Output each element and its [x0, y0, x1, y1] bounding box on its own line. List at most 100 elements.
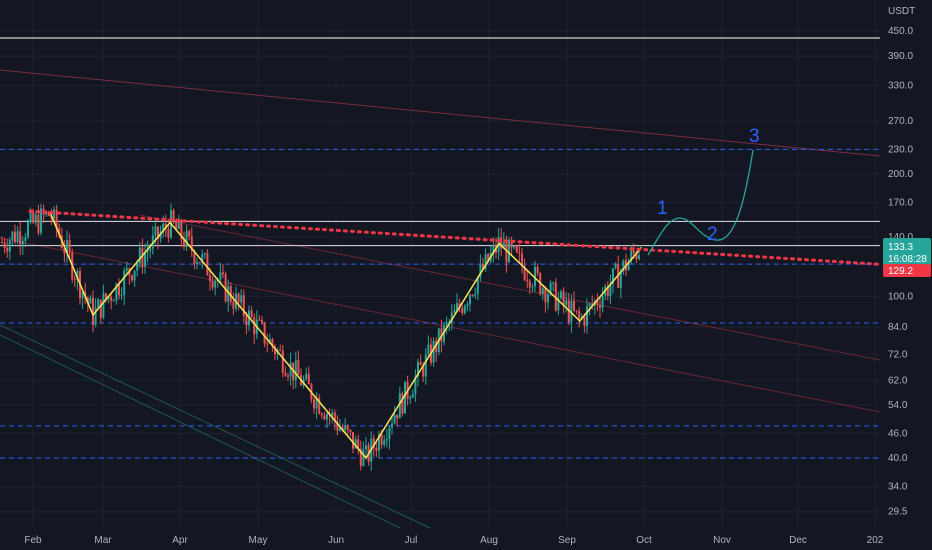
candle-body	[151, 235, 154, 249]
candle-body	[354, 439, 357, 449]
candle-body	[346, 425, 349, 430]
channel-line	[139, 214, 881, 361]
candle-body	[167, 229, 170, 238]
candle-body	[435, 340, 438, 352]
candle-body	[99, 299, 102, 318]
candle-body	[422, 365, 425, 377]
candle-body	[237, 293, 240, 303]
candle-body	[281, 350, 284, 373]
candle-body	[596, 300, 599, 306]
candle-body	[149, 248, 152, 251]
candle-body	[385, 439, 388, 441]
candle-body	[458, 303, 461, 308]
candle-body	[305, 373, 308, 380]
candle-body	[450, 312, 453, 323]
candle-body	[263, 322, 266, 344]
dotted-trendline	[28, 209, 880, 266]
candle-body	[476, 277, 479, 294]
candle-body	[635, 253, 638, 259]
candle-body	[123, 270, 126, 296]
candle-body	[68, 240, 71, 253]
time-tick-label: Aug	[480, 535, 498, 546]
candle-body	[211, 281, 214, 288]
time-axis-ticks: Feb Mar Apr May Jun Jul Aug Sep Oct Nov Dec 202	[24, 535, 883, 546]
candle-body	[224, 273, 227, 302]
time-tick-label: Apr	[172, 535, 188, 546]
candle-body	[544, 288, 547, 303]
candle-body	[339, 427, 341, 431]
candle-body	[89, 297, 92, 304]
candle-body	[242, 295, 245, 316]
candle-body	[214, 281, 217, 288]
candle-body	[599, 305, 601, 308]
candle-body	[190, 236, 193, 251]
candle-body	[375, 447, 378, 451]
candle-body	[125, 268, 128, 271]
candle-body	[8, 240, 11, 252]
candle-body	[193, 250, 196, 264]
projection-path[interactable]	[647, 149, 754, 256]
candle-body	[326, 413, 328, 420]
ma-price-tag: 129.2	[883, 264, 931, 277]
candle-body	[172, 210, 175, 222]
price-tick-label: 72.0	[888, 349, 908, 360]
wave-label-2: 2	[707, 224, 718, 245]
candle-body	[47, 211, 50, 216]
candle-body	[588, 303, 591, 307]
candle-body	[307, 373, 310, 385]
candle-body	[365, 445, 367, 450]
candle-body	[627, 261, 630, 271]
candle-body	[541, 288, 544, 294]
candle-body	[549, 282, 552, 295]
dotted-resistance-line[interactable]	[28, 209, 880, 266]
candle-body	[427, 344, 430, 355]
candle-body	[380, 434, 383, 445]
candle-body	[1, 242, 3, 244]
price-tick-label: 29.5	[888, 507, 908, 518]
candle-body	[500, 237, 503, 249]
currency-label: USDT	[888, 6, 915, 17]
candle-body	[383, 440, 386, 445]
candle-body	[492, 244, 495, 253]
wave-label-3: 3	[749, 126, 760, 147]
candle-body	[34, 214, 37, 223]
candle-body	[138, 247, 141, 264]
candle-body	[333, 412, 336, 422]
candle-body	[289, 362, 292, 377]
price-tick-label: 84.0	[888, 322, 908, 333]
candle-body	[66, 240, 68, 254]
candle-body	[419, 361, 422, 366]
candle-body	[357, 439, 360, 449]
candle-body	[222, 272, 224, 274]
price-tick-label: 230.0	[888, 144, 913, 155]
candle-body	[479, 264, 482, 278]
candle-body	[318, 397, 321, 414]
candle-body	[424, 354, 427, 377]
candle-body	[320, 413, 323, 416]
price-tick-label: 40.0	[888, 453, 908, 464]
zigzag-line[interactable]	[49, 213, 643, 460]
candle-body	[591, 303, 594, 306]
candle-body	[287, 375, 289, 377]
candle-body	[63, 248, 66, 254]
candle-body	[58, 228, 61, 236]
price-tick-label: 270.0	[888, 116, 913, 127]
candle-body	[146, 250, 149, 253]
candle-body	[141, 247, 144, 267]
candle-body	[3, 242, 6, 249]
candle-body	[414, 376, 417, 395]
last-price-value: 133.3	[888, 242, 913, 253]
candle-body	[515, 246, 518, 253]
ma-price-background	[883, 264, 931, 277]
candle-body	[521, 253, 523, 267]
candle-body	[73, 279, 76, 281]
channel-line	[0, 69, 881, 157]
candle-body	[378, 434, 380, 451]
candle-body	[372, 438, 375, 448]
candle-body	[502, 242, 505, 249]
candle-body	[55, 209, 58, 229]
last-price-background	[883, 238, 931, 266]
candle-body	[466, 304, 469, 307]
